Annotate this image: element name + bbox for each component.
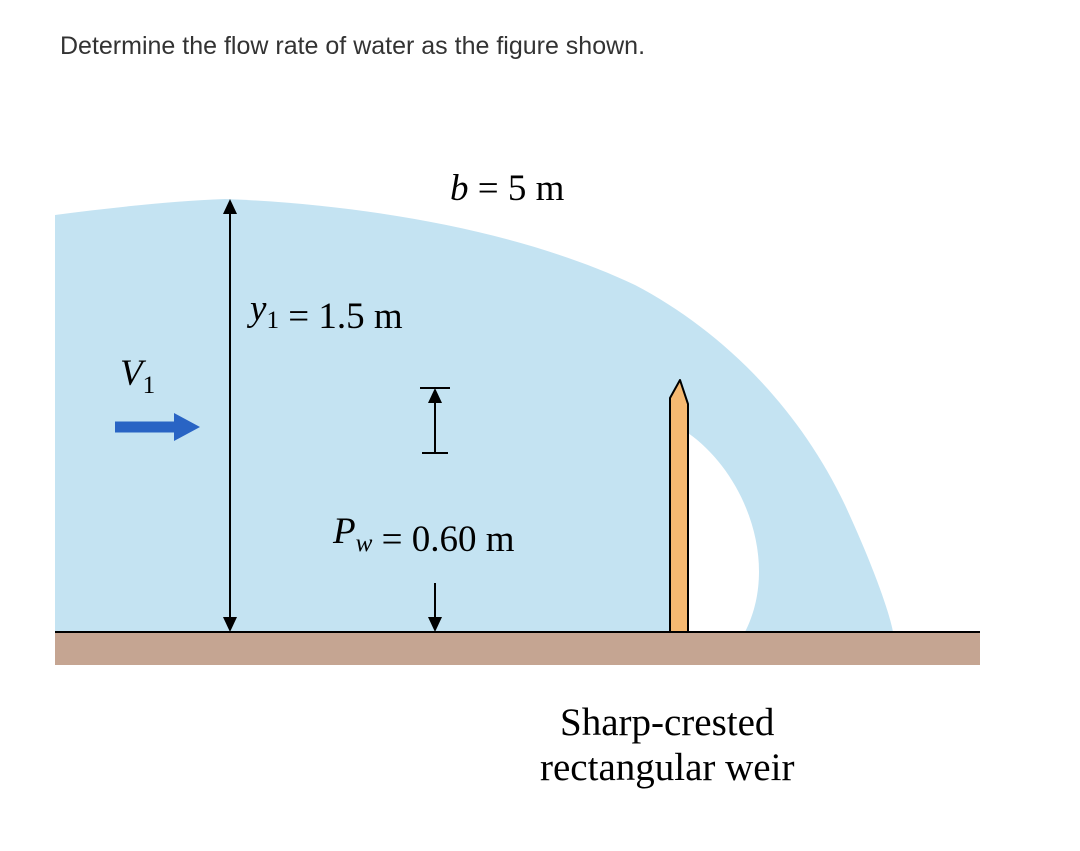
weir-plate [670,380,688,632]
label-b: b = 5 m [450,168,565,209]
water-body [55,199,893,632]
channel-bed [55,632,980,665]
problem-prompt: Determine the flow rate of water as the … [60,32,645,61]
weir-diagram: b = 5 my1 = 1.5 mV1Pw = 0.60 m [55,155,980,665]
caption-line-2: rectangular weir [540,745,794,790]
diagram-caption: Sharp-crested rectangular weir [540,700,794,790]
diagram-svg: b = 5 my1 = 1.5 mV1Pw = 0.60 m [55,155,980,665]
caption-line-1: Sharp-crested [540,700,794,745]
